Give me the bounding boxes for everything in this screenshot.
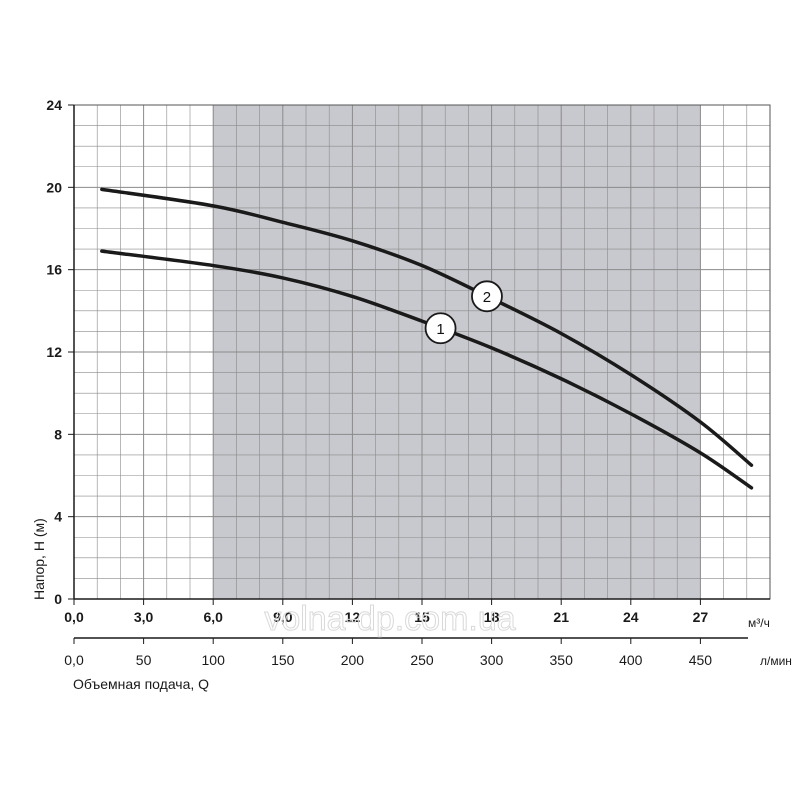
x-axis-title: Объемная подача, Q [73,676,209,692]
x2-tick-label: 300 [480,652,504,668]
x-tick-label: 6,0 [203,609,223,625]
x-unit-label: м³/ч [748,616,770,630]
x-tick-label: 15 [414,609,430,625]
y-tick-label: 20 [46,179,62,195]
x2-tick-label: 450 [689,652,713,668]
x2-tick-label: 350 [550,652,574,668]
series-marker-2 [471,280,503,313]
x2-tick-label: 400 [619,652,643,668]
series-line-2 [100,187,754,467]
x2-tick-label: 100 [202,652,226,668]
x-tick-label: 12 [345,609,361,625]
series-label-2: 2 [483,289,491,306]
y-axis-title: Напор, H (м) [31,518,47,600]
x2-tick-label: 250 [410,652,434,668]
x-tick-label: 21 [553,609,569,625]
x-tick-label: 27 [693,609,709,625]
y-tick-label: 4 [54,509,62,525]
x-tick-label: 18 [484,609,500,625]
x2-unit-label: л/мин [760,654,792,668]
y-tick-label: 16 [46,262,62,278]
x-tick-label: 24 [623,609,639,625]
y-tick-label: 8 [54,426,62,442]
x-tick-label: 3,0 [134,609,154,625]
x-tick-label: 9,0 [273,609,293,625]
x2-tick-label: 150 [271,652,295,668]
x2-tick-label: 200 [341,652,365,668]
series-marker-1 [424,312,457,345]
y-tick-label: 24 [46,97,62,113]
series-label-1: 1 [436,321,444,338]
y-tick-label: 12 [46,344,62,360]
x2-tick-label: 0,0 [64,652,84,668]
watermark: volna-dp.com.ua [264,600,515,638]
x2-tick-label: 50 [136,652,152,668]
x-tick-label: 0,0 [64,609,84,625]
y-tick-label: 0 [54,591,62,607]
